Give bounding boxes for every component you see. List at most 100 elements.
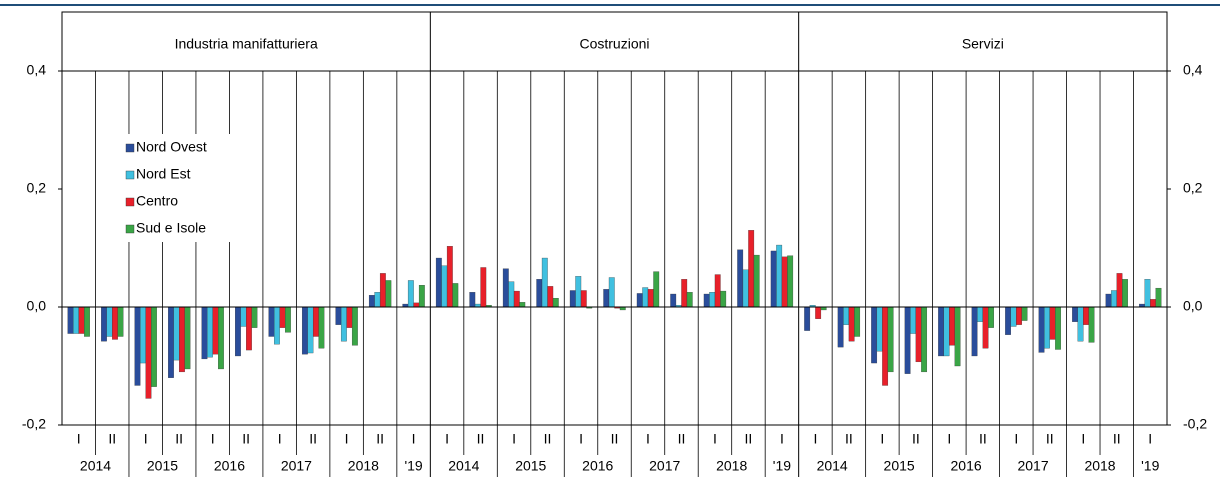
bar bbox=[452, 283, 459, 308]
year-label: 2017 bbox=[649, 458, 680, 474]
bar bbox=[246, 306, 252, 351]
bar bbox=[575, 276, 582, 308]
bar bbox=[1155, 287, 1162, 308]
y-tick-label-right: 0,2 bbox=[1183, 180, 1203, 196]
bar bbox=[910, 306, 917, 334]
bar bbox=[1144, 279, 1151, 308]
x-tick-label: I bbox=[345, 431, 349, 447]
bar bbox=[770, 250, 777, 308]
x-tick-label: II bbox=[912, 431, 920, 447]
x-tick-label: I bbox=[1148, 431, 1152, 447]
bar bbox=[603, 289, 610, 308]
bar bbox=[218, 306, 224, 370]
bar bbox=[379, 273, 386, 308]
year-label: '19 bbox=[1141, 458, 1159, 474]
bar bbox=[536, 279, 543, 308]
bar bbox=[1016, 306, 1022, 325]
bar bbox=[876, 306, 883, 352]
year-label: '19 bbox=[773, 458, 791, 474]
bar bbox=[781, 256, 788, 308]
bar bbox=[312, 306, 319, 337]
bar bbox=[168, 306, 174, 378]
bar bbox=[407, 280, 414, 308]
bar bbox=[642, 287, 649, 308]
bar bbox=[1077, 306, 1084, 342]
year-label: 2015 bbox=[884, 458, 915, 474]
bar bbox=[78, 306, 85, 334]
x-tick-label: I bbox=[780, 431, 784, 447]
y-tick-label: 0,4 bbox=[27, 62, 47, 78]
bar bbox=[418, 285, 425, 308]
bar bbox=[636, 293, 643, 308]
bar bbox=[887, 306, 894, 373]
bar bbox=[307, 306, 314, 354]
bar bbox=[753, 254, 760, 308]
bar bbox=[742, 269, 749, 308]
bar bbox=[368, 295, 375, 308]
bar bbox=[112, 306, 118, 340]
x-tick-label: II bbox=[1046, 431, 1054, 447]
x-tick-label: I bbox=[77, 431, 81, 447]
legend-label: Centro bbox=[136, 193, 178, 209]
bar bbox=[1021, 306, 1028, 321]
year-label: 2016 bbox=[951, 458, 982, 474]
bar bbox=[240, 306, 247, 327]
x-tick-label: II bbox=[309, 431, 317, 447]
bar bbox=[385, 280, 392, 308]
x-tick-label: II bbox=[745, 431, 753, 447]
bar bbox=[547, 286, 554, 308]
bar bbox=[569, 290, 576, 308]
bar bbox=[508, 281, 515, 308]
bar bbox=[954, 306, 961, 367]
x-tick-label: II bbox=[376, 431, 384, 447]
bar bbox=[318, 306, 325, 349]
bar bbox=[117, 306, 124, 337]
x-tick-label: I bbox=[813, 431, 817, 447]
bar bbox=[854, 306, 861, 337]
x-tick-label: I bbox=[211, 431, 215, 447]
bar bbox=[106, 306, 113, 337]
x-tick-label: I bbox=[412, 431, 416, 447]
bar bbox=[1150, 299, 1156, 308]
bar bbox=[1005, 306, 1011, 335]
bar bbox=[1116, 273, 1123, 308]
bar bbox=[207, 306, 213, 358]
bar bbox=[971, 306, 978, 357]
bar bbox=[1038, 306, 1045, 353]
legend-swatch bbox=[125, 224, 135, 234]
x-tick-label: II bbox=[108, 431, 116, 447]
bar bbox=[552, 297, 559, 308]
bar bbox=[804, 306, 811, 331]
y-tick-label-right: -0,2 bbox=[1183, 416, 1207, 432]
x-tick-label: I bbox=[713, 431, 717, 447]
bar bbox=[915, 306, 922, 363]
year-label: 2015 bbox=[147, 458, 178, 474]
bar bbox=[737, 249, 744, 308]
bar bbox=[977, 306, 983, 322]
bar bbox=[871, 306, 878, 364]
bar bbox=[748, 230, 755, 308]
y-tick-label: 0,2 bbox=[27, 180, 47, 196]
year-label: 2016 bbox=[582, 458, 613, 474]
x-tick-label: I bbox=[880, 431, 884, 447]
bar bbox=[73, 306, 79, 334]
bar bbox=[921, 306, 928, 373]
bar bbox=[374, 292, 381, 308]
bar bbox=[681, 279, 688, 308]
legend-swatch bbox=[125, 170, 135, 180]
year-label: 2018 bbox=[348, 458, 379, 474]
bar bbox=[686, 292, 693, 308]
legend-swatch bbox=[125, 197, 135, 207]
bar bbox=[720, 290, 727, 308]
year-label: 2014 bbox=[448, 458, 479, 474]
year-label: 2014 bbox=[817, 458, 848, 474]
x-tick-label: II bbox=[979, 431, 987, 447]
year-label: '19 bbox=[404, 458, 422, 474]
bar bbox=[703, 293, 710, 308]
bar bbox=[1044, 306, 1050, 349]
bar bbox=[151, 306, 157, 387]
year-label: 2017 bbox=[1017, 458, 1048, 474]
bar bbox=[837, 306, 844, 348]
x-tick-label: I bbox=[579, 431, 583, 447]
